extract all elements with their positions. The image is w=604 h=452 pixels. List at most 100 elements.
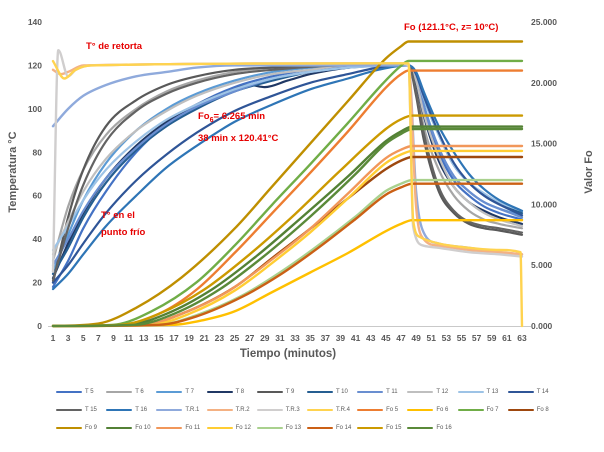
left-tick-label-140: 140 — [28, 17, 42, 27]
legend-swatch-fo-15 — [357, 426, 384, 430]
legend-swatch-t-7 — [156, 390, 183, 394]
legend-label-t-9: T 9 — [285, 389, 295, 395]
series-line-fo-14 — [51, 182, 524, 328]
right-tick-label-10-000: 10.000 — [531, 199, 557, 209]
legend-item-fo-7: Fo 7 — [457, 407, 508, 413]
annotation-fo6-rest: = 6.265 min — [213, 111, 266, 122]
x-axis-title: Tiempo (minutos) — [239, 348, 337, 360]
legend-item-fo-6: Fo 6 — [407, 407, 457, 413]
x-tick-label-27: 27 — [245, 333, 255, 343]
legend-item-fo-16: Fo 16 — [407, 425, 457, 431]
legend-label-fo-9: Fo 9 — [85, 425, 98, 431]
series-line-fo-9 — [51, 40, 524, 328]
legend-swatch-t-r-4 — [306, 408, 333, 412]
legend-label-t-r-3: T.R.3 — [285, 407, 300, 413]
left-tick-label-120: 120 — [28, 60, 42, 70]
legend-label-t-5: T 5 — [85, 389, 94, 395]
x-tick-label-39: 39 — [336, 333, 346, 343]
legend-label-fo-12: Fo 12 — [235, 425, 251, 431]
right-tick-label-25-000: 25.000 — [531, 17, 557, 27]
left-tick-label-40: 40 — [33, 234, 43, 244]
x-tick-label-61: 61 — [502, 333, 512, 343]
annotation-fo6-prefix: Fo — [198, 111, 210, 122]
left-tick-label-60: 60 — [33, 191, 43, 201]
x-tick-label-51: 51 — [426, 333, 436, 343]
right-tick-label-15-000: 15.000 — [531, 139, 557, 149]
x-tick-label-31: 31 — [275, 333, 285, 343]
x-tick-label-35: 35 — [305, 333, 315, 343]
x-tick-label-57: 57 — [472, 333, 482, 343]
legend-swatch-t-10 — [306, 390, 333, 394]
legend-label-t-12: T 12 — [436, 389, 449, 395]
x-tick-label-49: 49 — [411, 333, 421, 343]
legend-label-t-7: T 7 — [185, 389, 194, 395]
x-tick-label-25: 25 — [230, 333, 240, 343]
series-line-fo-16 — [51, 127, 524, 328]
legend-label-fo-5: Fo 5 — [386, 407, 399, 413]
legend-swatch-fo-5 — [357, 408, 384, 412]
legend-swatch-fo-8 — [507, 408, 534, 412]
legend-swatch-t-8 — [206, 390, 233, 394]
series-line-fo-10 — [51, 125, 524, 328]
legend-item-fo-13: Fo 13 — [256, 425, 307, 431]
legend-label-t-11: T 11 — [386, 389, 398, 395]
left-tick-label-80: 80 — [33, 147, 43, 157]
legend-label-fo-15: Fo 15 — [386, 425, 402, 431]
legend-item-t-14: T 14 — [507, 389, 558, 395]
x-tick-label-19: 19 — [184, 333, 194, 343]
legend-row-3: Fo 9 Fo 10 Fo 11 Fo 12 Fo 13 Fo 14 Fo 15 Fo 16 — [56, 419, 558, 437]
series-line-fo-6 — [51, 218, 524, 328]
series-line-t-14 — [51, 64, 524, 284]
legend-row-1: T 5 T 6 T 7 T 8 T 9 T 10 T 11 T 12 T 13 T 14 — [56, 383, 558, 401]
right-tick-label-0-000: 0.000 — [531, 321, 553, 331]
legend-swatch-t-11 — [357, 390, 384, 394]
x-tick-label-47: 47 — [396, 333, 406, 343]
x-tick-label-5: 5 — [81, 333, 86, 343]
legend-item-t-16: T 16 — [106, 407, 156, 413]
legend-swatch-t-r-1 — [156, 408, 183, 412]
legend-swatch-t-16 — [106, 408, 133, 412]
legend-row-2: T 15 T 16 T.R.1 T.R.2 T.R.3 T.R.4 Fo 5 Fo 6 Fo 7… — [56, 401, 558, 419]
legend-swatch-t-5 — [56, 390, 82, 394]
legend-item-t-12: T 12 — [407, 389, 457, 395]
x-tick-label-15: 15 — [154, 333, 164, 343]
left-tick-label-20: 20 — [33, 278, 43, 288]
legend-label-t-10: T 10 — [335, 389, 348, 395]
series-line-t-16 — [51, 64, 524, 291]
legend-swatch-fo-11 — [156, 426, 183, 430]
x-tick-label-23: 23 — [215, 333, 225, 343]
legend-item-fo-5: Fo 5 — [357, 407, 407, 413]
legend-swatch-fo-13 — [256, 426, 283, 430]
legend-swatch-fo-6 — [407, 408, 434, 412]
legend-item-t-11: T 11 — [357, 389, 407, 395]
right-tick-label-5-000: 5.000 — [531, 260, 553, 270]
series-line-fo-15 — [51, 114, 524, 328]
legend-item-t-r-2: T.R.2 — [206, 407, 257, 413]
legend-item-fo-8: Fo 8 — [507, 407, 558, 413]
x-tick-label-37: 37 — [321, 333, 331, 343]
legend-swatch-t-15 — [56, 408, 82, 412]
legend-label-fo-7: Fo 7 — [486, 407, 499, 413]
legend-swatch-fo-12 — [206, 426, 233, 430]
legend-swatch-t-9 — [256, 390, 283, 394]
x-tick-label-29: 29 — [260, 333, 270, 343]
legend-label-t-13: T 13 — [486, 389, 499, 395]
legend-label-fo-11: Fo 11 — [185, 425, 201, 431]
x-tick-label-1: 1 — [51, 333, 56, 343]
legend-label-fo-6: Fo 6 — [436, 407, 449, 413]
legend-label-t-r-4: T.R.4 — [335, 407, 350, 413]
series-line-fo-13 — [51, 178, 524, 328]
legend-item-fo-14: Fo 14 — [306, 425, 357, 431]
legend-item-t-8: T 8 — [206, 389, 257, 395]
legend-item-t-9: T 9 — [256, 389, 307, 395]
x-tick-label-21: 21 — [200, 333, 210, 343]
x-tick-label-55: 55 — [457, 333, 467, 343]
annotation-cold-point: T° en el punto frío — [101, 207, 145, 241]
annotation-cold-point-line2: punto frío — [101, 227, 146, 238]
legend-item-t-15: T 15 — [56, 407, 106, 413]
x-tick-label-53: 53 — [442, 333, 452, 343]
x-tick-label-59: 59 — [487, 333, 497, 343]
legend-label-t-6: T 6 — [135, 389, 144, 395]
x-tick-label-9: 9 — [111, 333, 116, 343]
